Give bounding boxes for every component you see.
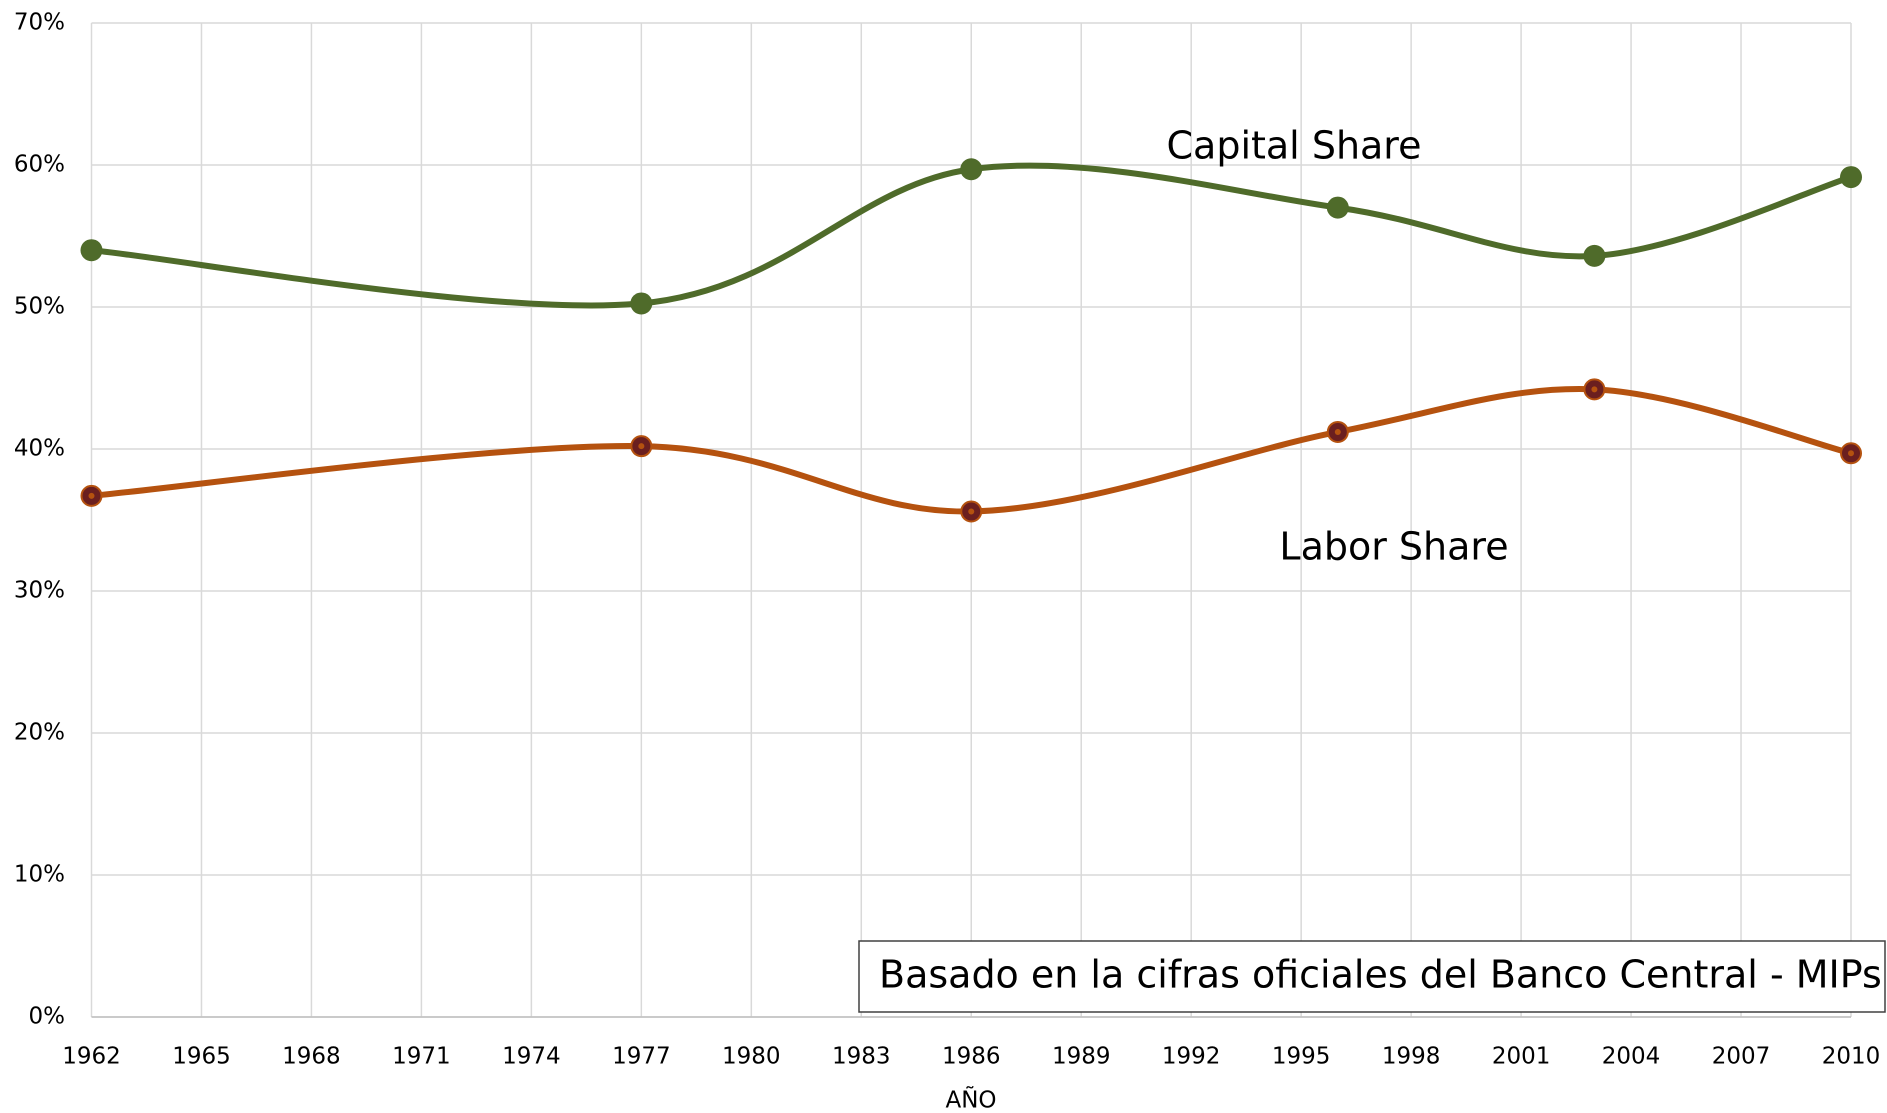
x-tick-label: 1971: [392, 1044, 451, 1070]
y-tick-label: 30%: [14, 578, 65, 604]
annotation-box: [858, 940, 1886, 1013]
x-tick-label: 1998: [1382, 1044, 1441, 1070]
y-tick-label: 40%: [14, 436, 65, 462]
y-tick-label: 50%: [14, 294, 65, 320]
x-tick-label: 1977: [612, 1044, 671, 1070]
marker: [630, 292, 653, 315]
marker: [1840, 166, 1862, 189]
y-tick-label: 10%: [14, 862, 65, 888]
x-axis-label: AÑO: [945, 1086, 996, 1113]
marker-center: [638, 443, 645, 450]
marker: [1326, 196, 1349, 219]
y-tick-label: 70%: [14, 10, 65, 36]
annotation: Basado en la cifras oficiales del Banco …: [879, 953, 1882, 997]
marker-center: [1591, 386, 1598, 393]
series-label: Capital Share: [1167, 124, 1422, 168]
marker-center: [88, 492, 95, 499]
series-label: Labor Share: [1279, 525, 1508, 569]
marker: [960, 158, 983, 181]
x-tick-label: 1980: [722, 1044, 781, 1070]
x-tick-label: 1986: [942, 1044, 1001, 1070]
marker: [80, 239, 103, 262]
x-tick-label: 1992: [1162, 1044, 1221, 1070]
x-tick-label: 1968: [282, 1044, 341, 1070]
x-tick-label: 1983: [832, 1044, 891, 1070]
x-tick-label: 1962: [62, 1044, 121, 1070]
marker-center: [968, 508, 975, 515]
y-tick-label: 0%: [29, 1004, 66, 1030]
x-tick-label: 2004: [1602, 1044, 1661, 1070]
marker-center: [1848, 450, 1854, 457]
y-tick-label: 60%: [14, 152, 65, 178]
x-tick-label: 2010: [1822, 1044, 1881, 1070]
x-tick-label: 1989: [1052, 1044, 1111, 1070]
x-tick-label: 2001: [1492, 1044, 1551, 1070]
y-tick-label: 20%: [14, 720, 65, 746]
x-tick-label: 1974: [502, 1044, 561, 1070]
x-tick-label: 1995: [1272, 1044, 1331, 1070]
x-tick-label: 1965: [172, 1044, 231, 1070]
marker: [1583, 244, 1606, 267]
x-tick-label: 2007: [1712, 1044, 1771, 1070]
marker-center: [1334, 428, 1341, 435]
